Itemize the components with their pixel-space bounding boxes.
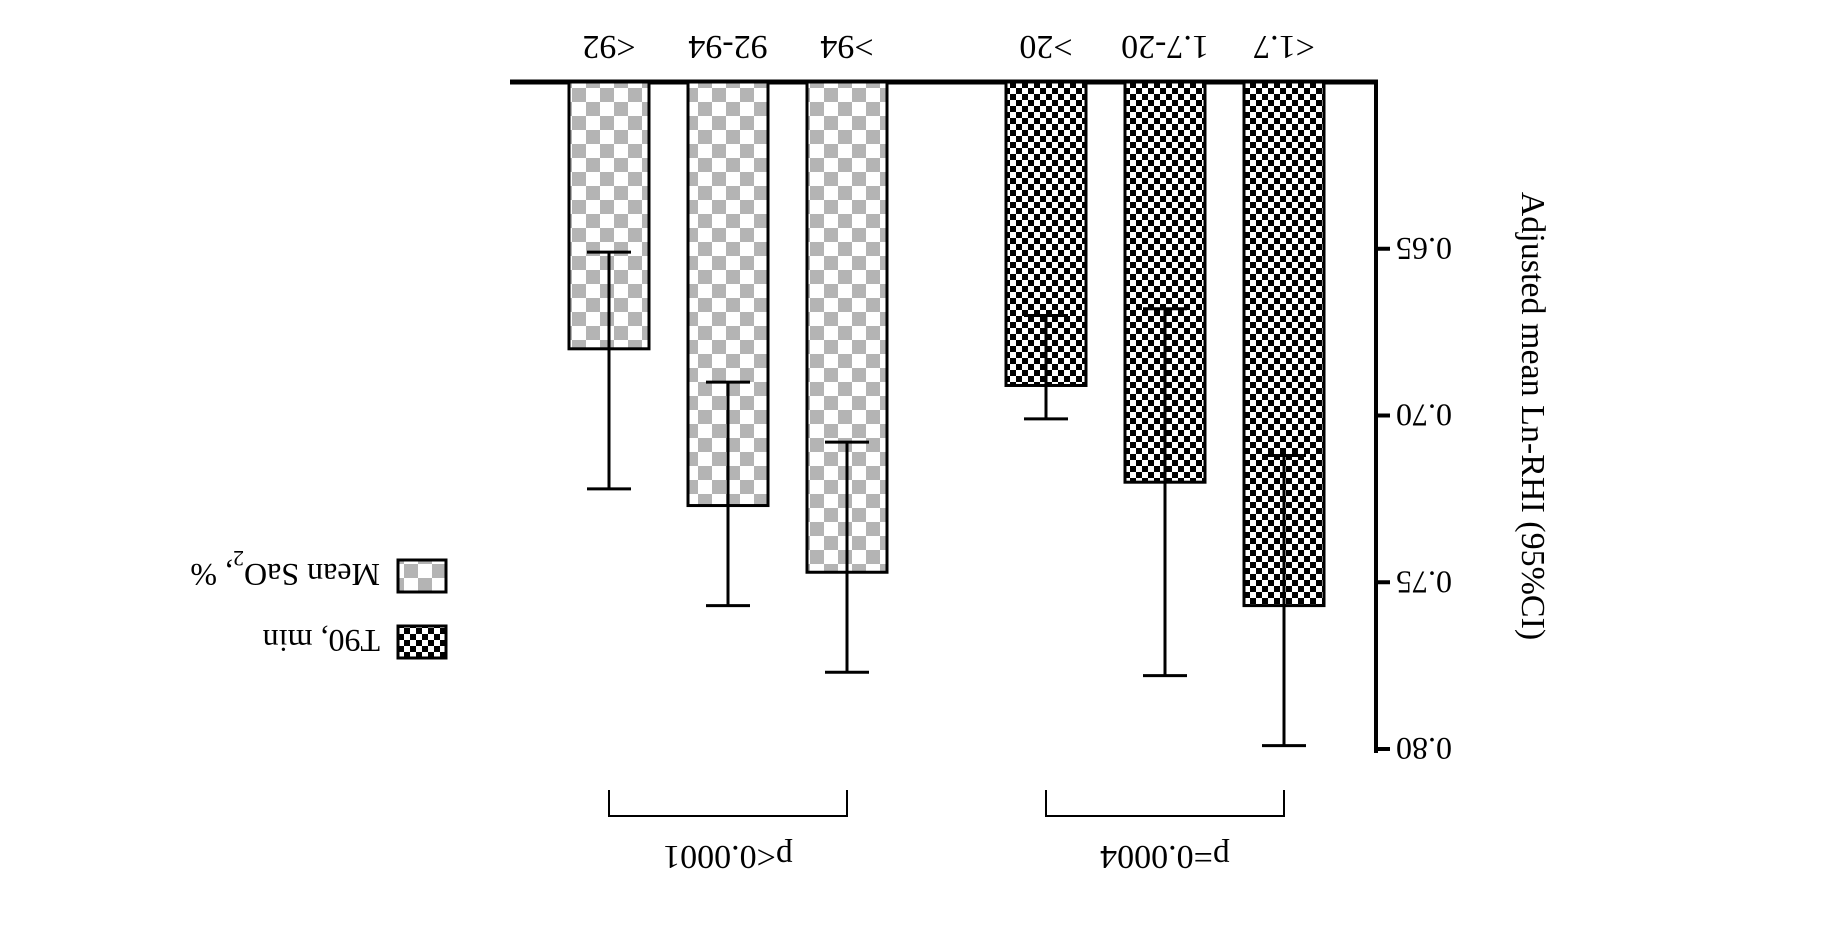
p-value-label: p=0.0004 — [1100, 838, 1230, 875]
legend-label: T90, min — [263, 623, 380, 659]
legend-label: Mean SaO2, % — [190, 547, 380, 594]
significance-bracket — [1045, 790, 1285, 817]
p-value-label: p<0.0001 — [663, 838, 793, 875]
legend-swatch — [396, 558, 448, 594]
x-tick-label: <1.7 — [1253, 28, 1315, 65]
y-axis-label: Adjusted mean Ln-RHI (95%CI) — [1514, 192, 1551, 641]
y-tick-label: 0.65 — [1396, 231, 1452, 267]
x-tick-label: 92-94 — [688, 28, 767, 65]
rotated-plot-area: 0.65 0.70 0.75 0.80 Adjusted mean Ln-RHI (95… — [190, 28, 1551, 875]
significance-bracket — [608, 790, 848, 817]
x-tick-label: 1.7-20 — [1121, 28, 1209, 65]
legend-swatch — [396, 624, 448, 660]
x-tick-label: >20 — [1019, 28, 1072, 65]
x-tick-label: >94 — [820, 28, 873, 65]
bar — [1123, 80, 1207, 484]
y-tick-label: 0.75 — [1396, 564, 1452, 600]
x-tick-label: <92 — [582, 28, 635, 65]
y-tick-label: 0.80 — [1396, 731, 1452, 767]
y-tick-label: 0.70 — [1396, 398, 1452, 434]
